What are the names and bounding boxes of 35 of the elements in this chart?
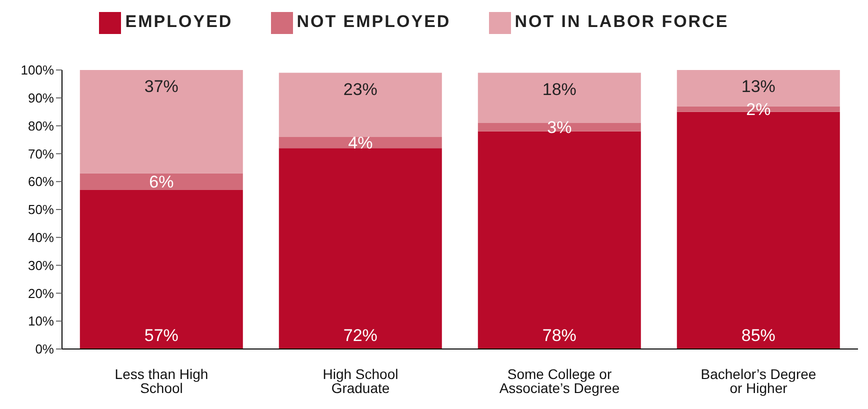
data-label: 85% bbox=[741, 326, 776, 345]
y-tick-label: 20% bbox=[28, 286, 54, 301]
data-label: 37% bbox=[144, 77, 178, 96]
bar bbox=[478, 123, 641, 132]
legend-label: NOT EMPLOYED bbox=[296, 12, 451, 32]
bar bbox=[80, 70, 243, 174]
bar bbox=[80, 190, 243, 349]
y-tick-label: 70% bbox=[28, 146, 54, 162]
y-tick-label: 10% bbox=[28, 314, 54, 329]
bar bbox=[80, 173, 243, 190]
y-tick-label: 60% bbox=[28, 174, 54, 190]
x-tick-label: High School Graduate bbox=[322, 366, 398, 396]
data-label: 6% bbox=[149, 172, 174, 192]
data-label: 18% bbox=[542, 80, 576, 99]
data-label: 4% bbox=[348, 134, 373, 153]
data-label: 72% bbox=[343, 326, 378, 345]
legend-label: EMPLOYED bbox=[125, 12, 233, 32]
x-tick-label: Some College or Associate’s Degree bbox=[499, 366, 620, 396]
data-label: 57% bbox=[144, 326, 178, 345]
x-tick-label: Less than High School bbox=[114, 366, 208, 396]
legend-label: NOT IN LABOR FORCE bbox=[514, 12, 729, 32]
y-tick-label: 30% bbox=[28, 258, 54, 273]
y-tick-label: 0% bbox=[35, 342, 54, 357]
y-tick-label: 40% bbox=[28, 230, 54, 246]
bar bbox=[278, 148, 442, 349]
y-tick-label: 80% bbox=[28, 118, 54, 134]
y-tick-label: 50% bbox=[28, 202, 54, 218]
data-label: 23% bbox=[343, 80, 378, 99]
x-tick-label: Bachelor’s Degree or Higher bbox=[700, 366, 816, 396]
data-label: 13% bbox=[741, 77, 776, 96]
data-label: 78% bbox=[542, 326, 576, 345]
y-tick-label: 100% bbox=[20, 62, 54, 78]
bar bbox=[278, 136, 442, 148]
y-tick-label: 90% bbox=[28, 90, 54, 106]
bar bbox=[278, 72, 442, 137]
